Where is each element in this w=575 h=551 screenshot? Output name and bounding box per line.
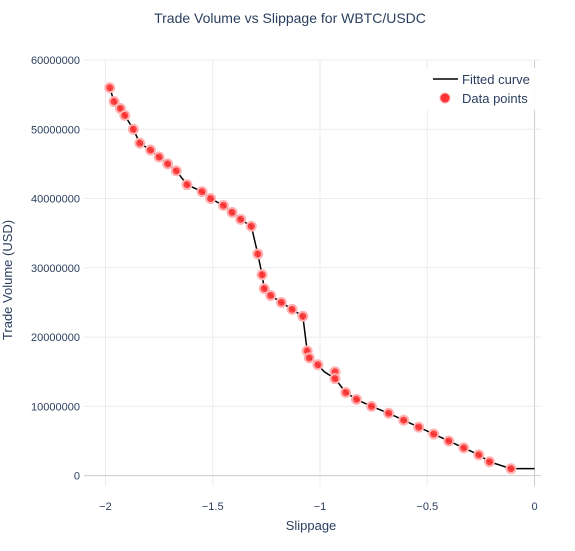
y-tick-label: 0	[74, 471, 80, 483]
grid-lines	[84, 59, 541, 486]
x-tick-label: −0.5	[416, 501, 438, 513]
data-point[interactable]	[196, 186, 208, 198]
x-tick-label: −1	[314, 501, 327, 513]
data-point[interactable]	[265, 290, 277, 302]
legend-item-fitted-curve[interactable]: Fitted curve	[433, 72, 530, 87]
data-point[interactable]	[235, 213, 247, 225]
y-tick-label: 10000000	[31, 401, 80, 413]
data-point[interactable]	[350, 393, 362, 405]
data-point[interactable]	[145, 144, 157, 156]
data-point[interactable]	[162, 158, 174, 170]
data-point[interactable]	[119, 109, 131, 121]
legend-label-data-points: Data points	[462, 91, 528, 106]
data-point[interactable]	[256, 269, 268, 281]
data-point[interactable]	[153, 151, 165, 163]
data-point[interactable]	[329, 373, 341, 385]
legend-background	[424, 68, 536, 110]
data-point[interactable]	[127, 123, 139, 135]
data-point[interactable]	[413, 421, 425, 433]
legend-label-fitted-curve: Fitted curve	[462, 72, 530, 87]
data-point[interactable]	[181, 179, 193, 191]
data-point[interactable]	[217, 199, 229, 211]
data-point[interactable]	[473, 449, 485, 461]
data-point[interactable]	[205, 193, 217, 205]
legend-marker-swatch	[439, 92, 451, 104]
x-axis-title: Slippage	[286, 518, 337, 533]
chart-title: Trade Volume vs Slippage for WBTC/USDC	[154, 10, 426, 26]
data-point[interactable]	[428, 428, 440, 440]
data-point[interactable]	[312, 359, 324, 371]
y-tick-label: 40000000	[31, 194, 80, 206]
data-point[interactable]	[340, 386, 352, 398]
data-point[interactable]	[366, 400, 377, 412]
data-point[interactable]	[258, 283, 270, 295]
y-tick-label: 60000000	[31, 55, 80, 67]
legend-item-data-points[interactable]: Data points	[439, 91, 528, 106]
data-point[interactable]	[275, 296, 287, 308]
axis-tick-labels: −2 −1.5 −1 −0.5 0 0 10000000 20000000 30000000 40…	[31, 55, 538, 513]
data-point[interactable]	[245, 220, 257, 232]
data-point[interactable]	[398, 414, 410, 426]
y-tick-label: 50000000	[31, 124, 80, 136]
data-point[interactable]	[484, 456, 496, 468]
data-point[interactable]	[443, 435, 455, 447]
x-tick-label: −2	[99, 501, 112, 513]
data-point[interactable]	[226, 206, 238, 218]
x-tick-label: −1.5	[202, 501, 224, 513]
data-point[interactable]	[383, 407, 395, 419]
data-point[interactable]	[134, 137, 146, 149]
data-point[interactable]	[170, 165, 182, 177]
data-point[interactable]	[458, 442, 470, 454]
y-tick-label: 30000000	[31, 263, 80, 275]
data-point[interactable]	[286, 303, 298, 315]
data-point[interactable]	[505, 463, 517, 475]
x-tick-label: 0	[532, 501, 538, 513]
legend[interactable]: Fitted curve Data points	[424, 68, 536, 110]
data-point[interactable]	[108, 96, 120, 108]
data-points-layer	[104, 82, 517, 475]
y-tick-label: 20000000	[31, 332, 80, 344]
data-point[interactable]	[252, 248, 264, 260]
data-point[interactable]	[104, 82, 116, 94]
data-point[interactable]	[297, 310, 309, 322]
y-axis-title: Trade Volume (USD)	[0, 220, 15, 340]
data-point[interactable]	[303, 352, 315, 364]
